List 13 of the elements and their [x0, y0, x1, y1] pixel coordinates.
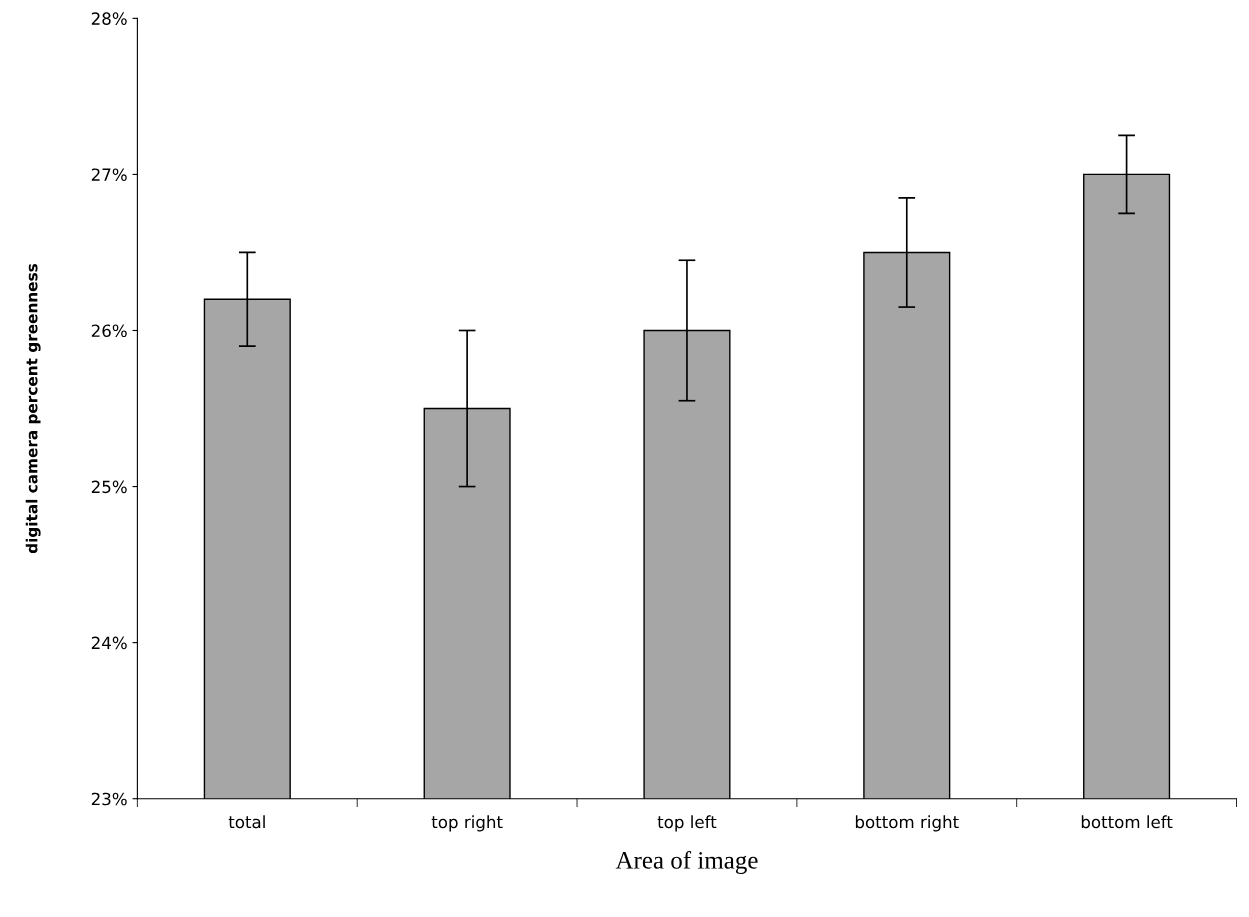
x-tick-label: bottom right [855, 815, 959, 832]
y-axis-title: digital camera percent greenness [25, 263, 41, 554]
y-tick-label: 24% [91, 636, 127, 650]
y-tick-label: 25% [91, 480, 127, 494]
x-axis-title: Area of image [615, 850, 758, 874]
x-tick-label: top left [657, 815, 717, 832]
y-tick-label: 26% [91, 324, 127, 338]
x-tick-label: bottom left [1081, 815, 1173, 829]
x-tick-label: total [228, 815, 265, 829]
y-tick-label: 23% [91, 792, 127, 806]
y-tick-label: 27% [91, 168, 127, 181]
x-tick-label: top right [431, 815, 503, 832]
y-tick-label: 28% [91, 12, 127, 25]
